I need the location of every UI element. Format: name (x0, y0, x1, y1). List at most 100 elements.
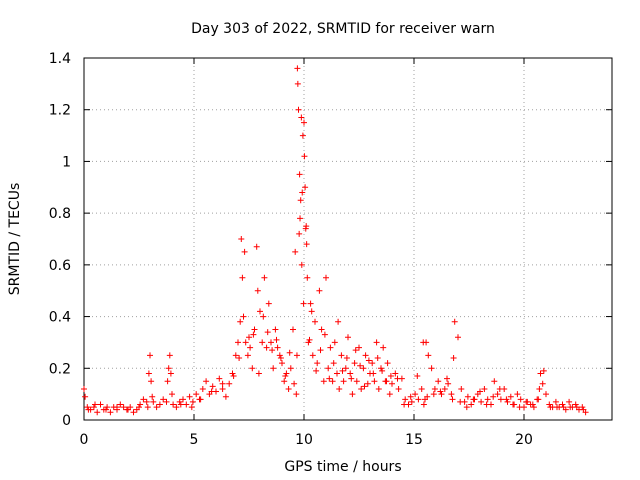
data-point (540, 367, 547, 374)
data-point (458, 385, 465, 392)
data-point (291, 380, 298, 387)
data-point (303, 241, 310, 248)
data-point (241, 248, 248, 255)
data-point (438, 391, 445, 398)
data-point (189, 398, 196, 405)
data-point (249, 365, 256, 372)
data-point (209, 383, 216, 390)
data-point (230, 373, 237, 380)
data-point (130, 409, 137, 416)
data-point (219, 380, 226, 387)
x-tick-label: 0 (80, 432, 89, 448)
data-point (255, 370, 262, 377)
data-point (497, 396, 504, 403)
data-point (516, 404, 523, 411)
data-point (546, 401, 553, 408)
data-point (389, 380, 395, 387)
data-point (203, 378, 210, 385)
data-point (353, 378, 360, 385)
data-point (379, 367, 386, 374)
data-point (169, 391, 175, 398)
data-point (318, 326, 325, 333)
data-point (496, 385, 503, 392)
data-point (296, 171, 303, 178)
data-point (300, 300, 307, 307)
data-point (317, 347, 324, 354)
data-point (348, 375, 355, 382)
data-point (239, 274, 246, 281)
data-point (173, 404, 180, 411)
data-point (279, 360, 285, 367)
data-point (277, 354, 284, 361)
data-point (407, 393, 414, 400)
data-point (349, 391, 356, 398)
y-tick-label: 0.4 (49, 310, 71, 326)
data-point (425, 352, 432, 359)
data-point (386, 391, 393, 398)
data-point (445, 380, 452, 387)
data-point (137, 401, 144, 408)
data-point (375, 385, 382, 392)
data-point (468, 401, 475, 408)
data-point (294, 65, 301, 72)
data-point (510, 401, 516, 408)
data-point (356, 344, 362, 351)
data-point (342, 365, 349, 372)
data-point (552, 398, 559, 405)
data-point (314, 360, 321, 367)
data-point (273, 336, 280, 343)
data-point (302, 225, 309, 232)
data-point (395, 385, 402, 392)
data-point (352, 347, 359, 354)
data-point (470, 396, 477, 403)
data-point (263, 344, 270, 351)
data-point (424, 393, 431, 400)
data-point (183, 401, 190, 408)
data-point (559, 401, 566, 408)
data-point (325, 365, 332, 372)
data-point (580, 406, 587, 413)
data-point (483, 401, 490, 408)
data-point (290, 326, 296, 333)
data-point (378, 365, 384, 372)
data-point (247, 344, 254, 351)
data-point (408, 398, 415, 405)
plot-frame (83, 57, 613, 421)
data-point (543, 391, 549, 398)
data-point (573, 404, 580, 411)
data-point (357, 362, 364, 369)
data-point (464, 393, 471, 400)
data-point (238, 236, 245, 242)
data-point (514, 391, 521, 398)
data-point (85, 406, 92, 413)
data-point (330, 360, 337, 367)
data-point (170, 401, 177, 408)
data-point (491, 378, 498, 385)
y-tick-label: 0 (62, 413, 71, 429)
data-point (579, 404, 586, 411)
y-tick-label: 1 (62, 154, 71, 170)
data-point (450, 354, 457, 361)
data-point (250, 331, 257, 338)
data-point (503, 396, 510, 403)
data-point (274, 344, 281, 351)
data-point (380, 344, 387, 351)
data-point (392, 370, 399, 377)
x-axis-label: GPS time / hours (284, 459, 401, 475)
data-point (259, 339, 266, 346)
data-point (208, 388, 215, 395)
data-point (504, 398, 511, 405)
data-point (296, 230, 303, 237)
data-point (339, 367, 346, 374)
data-point (287, 365, 294, 372)
data-point (529, 401, 536, 408)
data-point (373, 339, 380, 346)
data-point (309, 352, 316, 359)
data-point (441, 385, 448, 392)
data-point (244, 352, 251, 359)
data-point (92, 401, 98, 408)
data-point (523, 398, 530, 405)
data-point (145, 370, 152, 377)
data-point (144, 404, 151, 411)
